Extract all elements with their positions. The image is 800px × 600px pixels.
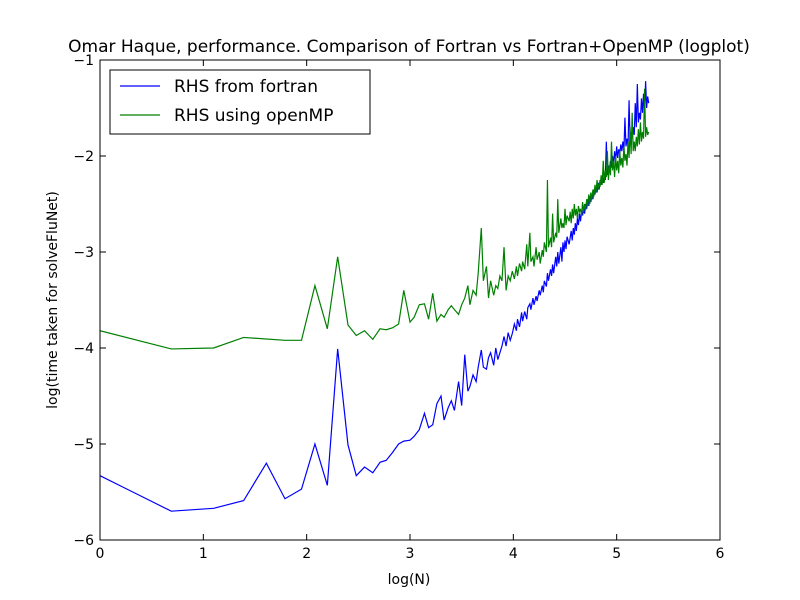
legend-label: RHS using openMP <box>174 106 333 126</box>
x-tick-label: 5 <box>612 546 621 562</box>
legend-box <box>109 69 371 135</box>
y-tick-label: −6 <box>73 533 94 549</box>
legend: RHS from fortran RHS using openMP <box>109 69 371 135</box>
x-tick-label: 6 <box>716 546 725 562</box>
y-tick-label: −5 <box>73 437 94 453</box>
x-tick-label: 2 <box>302 546 311 562</box>
x-tick-label: 0 <box>96 546 105 562</box>
x-axis-label: log(N) <box>388 572 431 588</box>
y-tick-label: −2 <box>73 149 94 165</box>
x-tick-label: 1 <box>199 546 208 562</box>
y-axis-label: log(time taken for solveFluNet) <box>45 191 61 409</box>
x-tick-label: 4 <box>509 546 518 562</box>
series-line-1 <box>100 81 650 512</box>
series-line-2 <box>100 88 650 350</box>
x-axis: 0 1 2 3 4 5 6 <box>96 60 725 562</box>
chart-title: Omar Haque, performance. Comparison of F… <box>68 37 750 57</box>
y-tick-label: −3 <box>73 245 94 261</box>
x-tick-label: 3 <box>406 546 415 562</box>
y-tick-label: −4 <box>73 341 94 357</box>
y-axis: −1 −2 −3 −4 −5 −6 <box>73 53 720 549</box>
legend-label: RHS from fortran <box>174 77 318 97</box>
y-tick-label: −1 <box>73 53 94 69</box>
